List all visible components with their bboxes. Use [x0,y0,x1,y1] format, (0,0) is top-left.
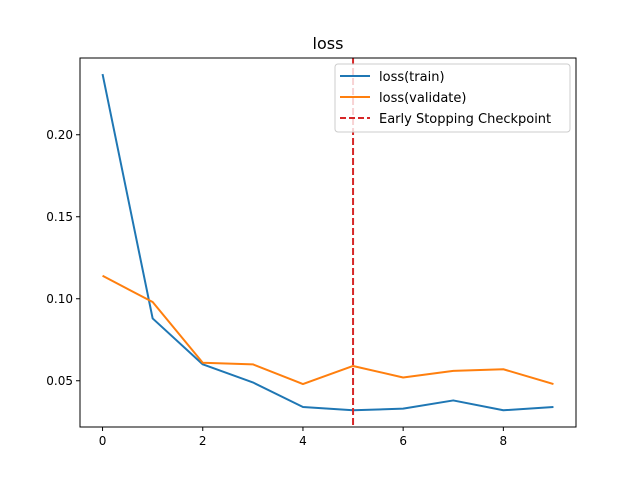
legend-label-1: loss(train) [379,70,445,85]
y-tick-label: 0.15 [46,210,73,224]
series-line-2 [102,274,554,386]
y-tick-label: 0.05 [46,374,73,388]
chart-title: loss [313,34,344,53]
x-tick-label: 6 [399,434,407,448]
legend-label-2: loss(validate) [379,91,466,106]
axes-frame [79,57,577,428]
y-tick-label: 0.10 [46,292,73,306]
y-tick-label: 0.20 [46,128,73,142]
x-tick-label: 8 [500,434,508,448]
x-tick-label: 4 [299,434,307,448]
x-tick-label: 2 [199,434,207,448]
x-tick-label: 0 [99,434,107,448]
series-line-1 [101,73,554,412]
legend-label-3: Early Stopping Checkpoint [379,112,551,127]
legend: loss(train) loss(validate) Early Stopping … [334,63,571,133]
legend-box [334,63,571,133]
